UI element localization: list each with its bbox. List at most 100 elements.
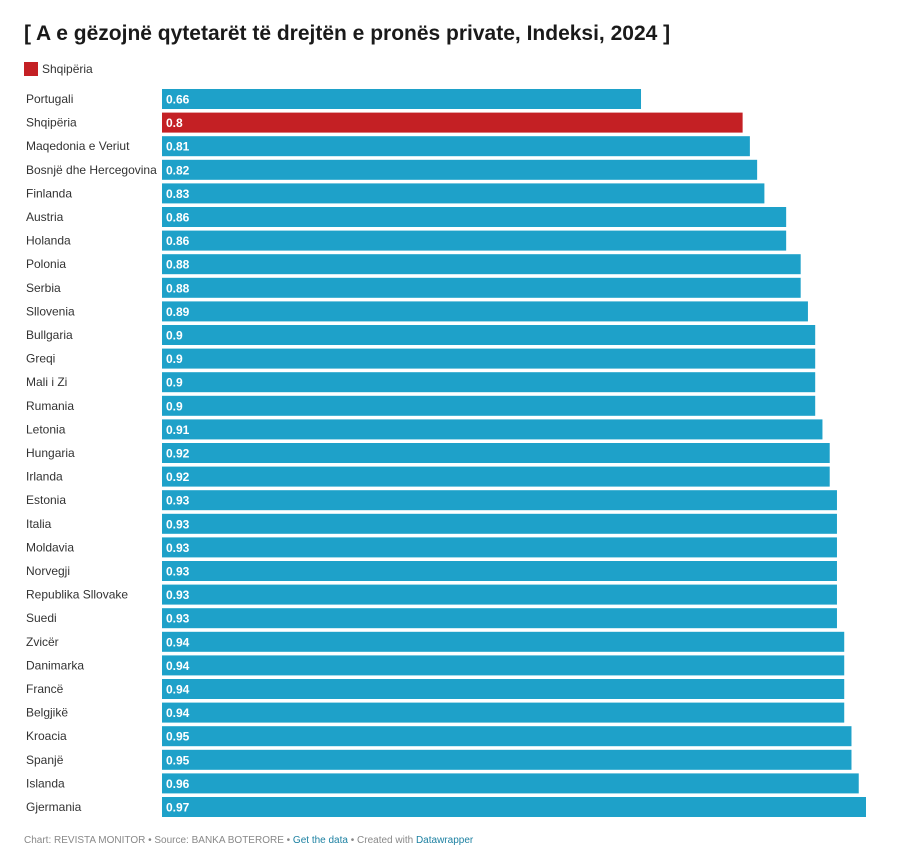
legend-label: Shqipëria bbox=[42, 62, 93, 76]
bar bbox=[162, 726, 852, 747]
category-label: Suedi bbox=[26, 611, 57, 625]
category-label: Moldavia bbox=[26, 540, 74, 554]
value-label: 0.92 bbox=[166, 447, 190, 461]
bar bbox=[162, 490, 837, 511]
bar bbox=[162, 301, 808, 322]
value-label: 0.94 bbox=[166, 635, 190, 649]
category-label: Portugali bbox=[26, 92, 73, 106]
bar bbox=[162, 183, 765, 204]
value-label: 0.93 bbox=[166, 541, 190, 555]
category-label: Holanda bbox=[26, 234, 71, 248]
value-label: 0.93 bbox=[166, 517, 190, 531]
category-label: Letonia bbox=[26, 422, 66, 436]
value-label: 0.88 bbox=[166, 281, 190, 295]
category-label: Francë bbox=[26, 682, 64, 696]
category-label: Polonia bbox=[26, 257, 66, 271]
category-label: Maqedonia e Veriut bbox=[26, 139, 130, 153]
legend: Shqipëria bbox=[24, 62, 93, 76]
bar bbox=[162, 159, 758, 180]
footer-created: • Created with bbox=[347, 835, 416, 846]
value-label: 0.83 bbox=[166, 187, 190, 201]
get-data-link[interactable]: Get the data bbox=[292, 835, 348, 846]
bar bbox=[162, 419, 823, 440]
category-label: Finlanda bbox=[26, 186, 72, 200]
category-label: Austria bbox=[26, 210, 64, 224]
value-label: 0.92 bbox=[166, 470, 190, 484]
chart-footer: Chart: REVISTA MONITOR • Source: BANKA B… bbox=[24, 835, 473, 846]
category-label: Republika Sllovake bbox=[26, 588, 128, 602]
value-label: 0.86 bbox=[166, 211, 190, 225]
category-label: Norvegji bbox=[26, 564, 70, 578]
category-label: Shqipëria bbox=[26, 116, 77, 130]
bar bbox=[162, 325, 816, 345]
category-label: Serbia bbox=[26, 281, 61, 295]
value-label: 0.9 bbox=[166, 376, 183, 390]
bar bbox=[162, 584, 837, 605]
category-label: Danimarka bbox=[26, 658, 84, 672]
bar bbox=[162, 561, 837, 581]
bar bbox=[162, 655, 845, 676]
bar bbox=[162, 207, 787, 227]
legend-swatch bbox=[24, 62, 38, 76]
bar bbox=[162, 631, 845, 652]
category-label: Hungaria bbox=[26, 446, 75, 460]
bar bbox=[162, 608, 837, 629]
category-label: Greqi bbox=[26, 352, 55, 366]
value-label: 0.97 bbox=[166, 801, 190, 815]
chart-title: [ A e gëzojnë qytetarët të drejtën e pro… bbox=[24, 22, 671, 45]
category-label: Bullgaria bbox=[26, 328, 73, 342]
value-label: 0.93 bbox=[166, 588, 190, 602]
category-label: Belgjikë bbox=[26, 706, 68, 720]
category-label: Spanjë bbox=[26, 753, 64, 767]
bar bbox=[162, 773, 859, 794]
bar bbox=[162, 277, 801, 298]
bar bbox=[162, 254, 801, 275]
value-label: 0.9 bbox=[166, 352, 183, 366]
value-label: 0.9 bbox=[166, 329, 183, 343]
category-label: Irlanda bbox=[26, 470, 63, 484]
bar bbox=[162, 537, 837, 558]
value-label: 0.94 bbox=[166, 659, 190, 673]
value-label: 0.66 bbox=[166, 93, 190, 107]
bar bbox=[162, 466, 830, 487]
value-label: 0.86 bbox=[166, 234, 190, 248]
category-label: Gjermania bbox=[26, 800, 82, 814]
value-label: 0.95 bbox=[166, 753, 190, 767]
category-label: Estonia bbox=[26, 493, 66, 507]
value-label: 0.82 bbox=[166, 163, 190, 177]
category-label: Rumania bbox=[26, 399, 74, 413]
category-label: Sllovenia bbox=[26, 304, 75, 318]
bar bbox=[162, 372, 816, 393]
category-label: Islanda bbox=[26, 776, 65, 790]
bar bbox=[162, 513, 837, 534]
footer-source: Chart: REVISTA MONITOR • Source: BANKA B… bbox=[24, 835, 293, 846]
bar bbox=[162, 443, 830, 463]
bar-chart: Portugali 0.66 Shqipëria 0.8 Maqedonia e Ver… bbox=[26, 89, 866, 817]
bar bbox=[162, 797, 866, 817]
bar bbox=[162, 702, 845, 723]
value-label: 0.9 bbox=[166, 399, 183, 413]
value-label: 0.95 bbox=[166, 730, 190, 744]
bar bbox=[162, 348, 816, 369]
bar bbox=[162, 230, 787, 251]
bar bbox=[162, 749, 852, 770]
category-label: Kroacia bbox=[26, 729, 67, 743]
value-label: 0.8 bbox=[166, 116, 183, 130]
value-label: 0.93 bbox=[166, 565, 190, 579]
category-label: Zvicër bbox=[26, 635, 59, 649]
value-label: 0.88 bbox=[166, 258, 190, 272]
value-label: 0.93 bbox=[166, 494, 190, 508]
bar bbox=[162, 395, 816, 416]
value-label: 0.94 bbox=[166, 683, 190, 697]
category-label: Bosnjë dhe Hercegovina bbox=[26, 163, 157, 177]
bar bbox=[162, 136, 750, 157]
value-label: 0.91 bbox=[166, 423, 190, 437]
bar bbox=[162, 679, 845, 699]
bar bbox=[162, 89, 642, 109]
value-label: 0.89 bbox=[166, 305, 190, 319]
value-label: 0.93 bbox=[166, 612, 190, 626]
category-label: Mali i Zi bbox=[26, 375, 67, 389]
bar bbox=[162, 112, 743, 133]
value-label: 0.94 bbox=[166, 706, 190, 720]
datawrapper-link[interactable]: Datawrapper bbox=[415, 835, 474, 846]
